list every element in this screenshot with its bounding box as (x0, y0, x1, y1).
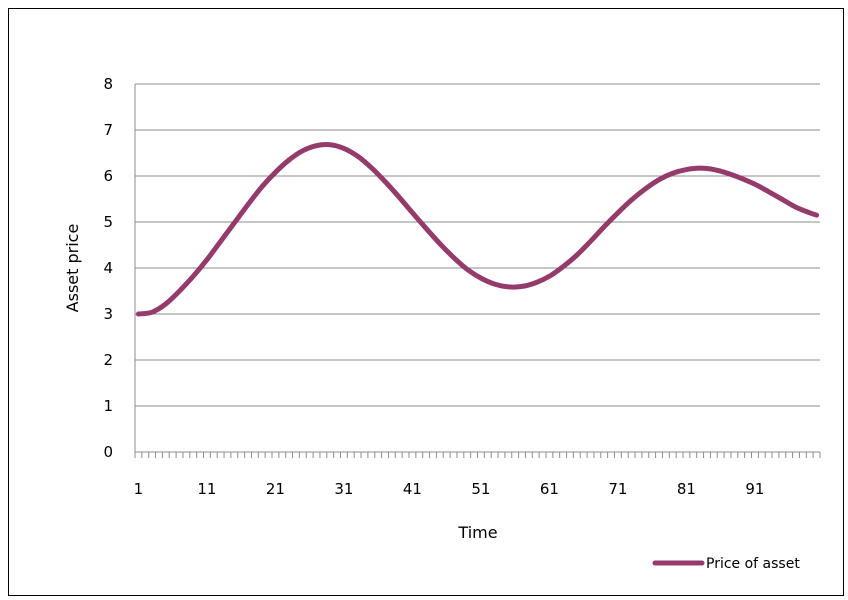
x-tick-label: 81 (677, 480, 696, 498)
y-axis-title: Asset price (63, 224, 82, 313)
series-group (135, 142, 820, 317)
x-tick-label: 31 (334, 480, 353, 498)
y-tick-label: 0 (103, 443, 113, 461)
y-tick-label: 8 (103, 75, 113, 93)
y-axis-tick-labels: 0 1 2 3 4 5 6 7 8 (103, 75, 113, 461)
x-tick-label: 11 (197, 480, 216, 498)
y-tick-label: 5 (103, 213, 113, 231)
y-tick-label: 3 (103, 305, 113, 323)
x-tick-label: 61 (540, 480, 559, 498)
x-tick-label: 51 (471, 480, 490, 498)
legend: Price of asset (652, 556, 800, 572)
chart-frame (8, 8, 844, 596)
x-tick-label: 41 (403, 480, 422, 498)
y-tick-label: 1 (103, 397, 113, 415)
series-line-price-of-asset (135, 142, 820, 317)
x-tick-label: 1 (134, 480, 144, 498)
legend-label: Price of asset (706, 556, 800, 572)
x-tick-label: 21 (266, 480, 285, 498)
y-tick-label: 6 (103, 167, 113, 185)
x-tick-label: 91 (745, 480, 764, 498)
x-axis-title: Time (457, 523, 497, 542)
x-tick-label: 71 (608, 480, 627, 498)
x-axis (134, 84, 821, 458)
y-tick-label: 2 (103, 351, 113, 369)
gridlines (135, 83, 820, 407)
x-axis-tick-labels: 1 11 21 31 41 51 61 71 81 91 (134, 480, 765, 498)
y-tick-label: 4 (103, 259, 113, 277)
y-tick-label: 7 (103, 121, 113, 139)
